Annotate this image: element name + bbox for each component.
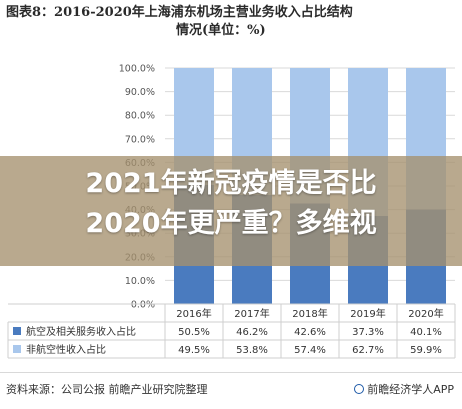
data-label: 57.4% bbox=[294, 345, 326, 356]
x-tick-label: 2016年 bbox=[176, 307, 211, 320]
data-label: 37.3% bbox=[352, 327, 384, 338]
data-label: 49.5% bbox=[178, 345, 210, 356]
y-tick-label: 100.0% bbox=[119, 64, 155, 75]
data-label: 42.6% bbox=[294, 327, 326, 338]
data-label: 53.8% bbox=[236, 345, 268, 356]
legend-label: 航空及相关服务收入占比 bbox=[26, 325, 136, 338]
data-label: 40.1% bbox=[410, 327, 442, 338]
headline[interactable]: 2021年新冠疫情是否比 2020年更严重？多维视 bbox=[0, 164, 462, 244]
x-tick-label: 2017年 bbox=[234, 307, 269, 320]
legend-label: 非航空性收入占比 bbox=[26, 343, 106, 356]
footer: 资料来源：公司公报 前瞻产业研究院整理 前瞻经济学人APP bbox=[0, 372, 462, 409]
chart-title-line2: 情况(单位：%) bbox=[176, 23, 266, 38]
y-tick-label: 0.0% bbox=[131, 300, 155, 311]
data-label: 50.5% bbox=[178, 327, 210, 338]
legend-swatch bbox=[13, 345, 21, 353]
x-tick-label: 2018年 bbox=[292, 307, 327, 320]
brand-logo-icon bbox=[354, 384, 365, 394]
y-tick-label: 70.0% bbox=[125, 134, 155, 145]
y-tick-label: 90.0% bbox=[125, 87, 155, 98]
legend-swatch bbox=[13, 327, 21, 335]
chart-title-line1: 图表8：2016-2020年上海浦东机场主营业务收入占比结构 bbox=[6, 5, 353, 20]
x-tick-label: 2020年 bbox=[408, 307, 443, 320]
y-tick-label: 80.0% bbox=[125, 111, 155, 122]
y-tick-label: 10.0% bbox=[125, 276, 155, 287]
data-label: 46.2% bbox=[236, 327, 268, 338]
source-note: 资料来源：公司公报 前瞻产业研究院整理 bbox=[6, 383, 208, 396]
brand[interactable]: 前瞻经济学人APP bbox=[354, 381, 454, 397]
data-label: 59.9% bbox=[410, 345, 442, 356]
data-label: 62.7% bbox=[352, 345, 384, 356]
headline-line1: 2021年新冠疫情是否比 bbox=[85, 168, 377, 199]
brand-name: 前瞻经济学人APP bbox=[367, 383, 454, 396]
x-tick-label: 2019年 bbox=[350, 307, 385, 320]
headline-line2: 2020年更严重？多维视 bbox=[85, 208, 377, 239]
headline-overlay bbox=[0, 156, 462, 266]
